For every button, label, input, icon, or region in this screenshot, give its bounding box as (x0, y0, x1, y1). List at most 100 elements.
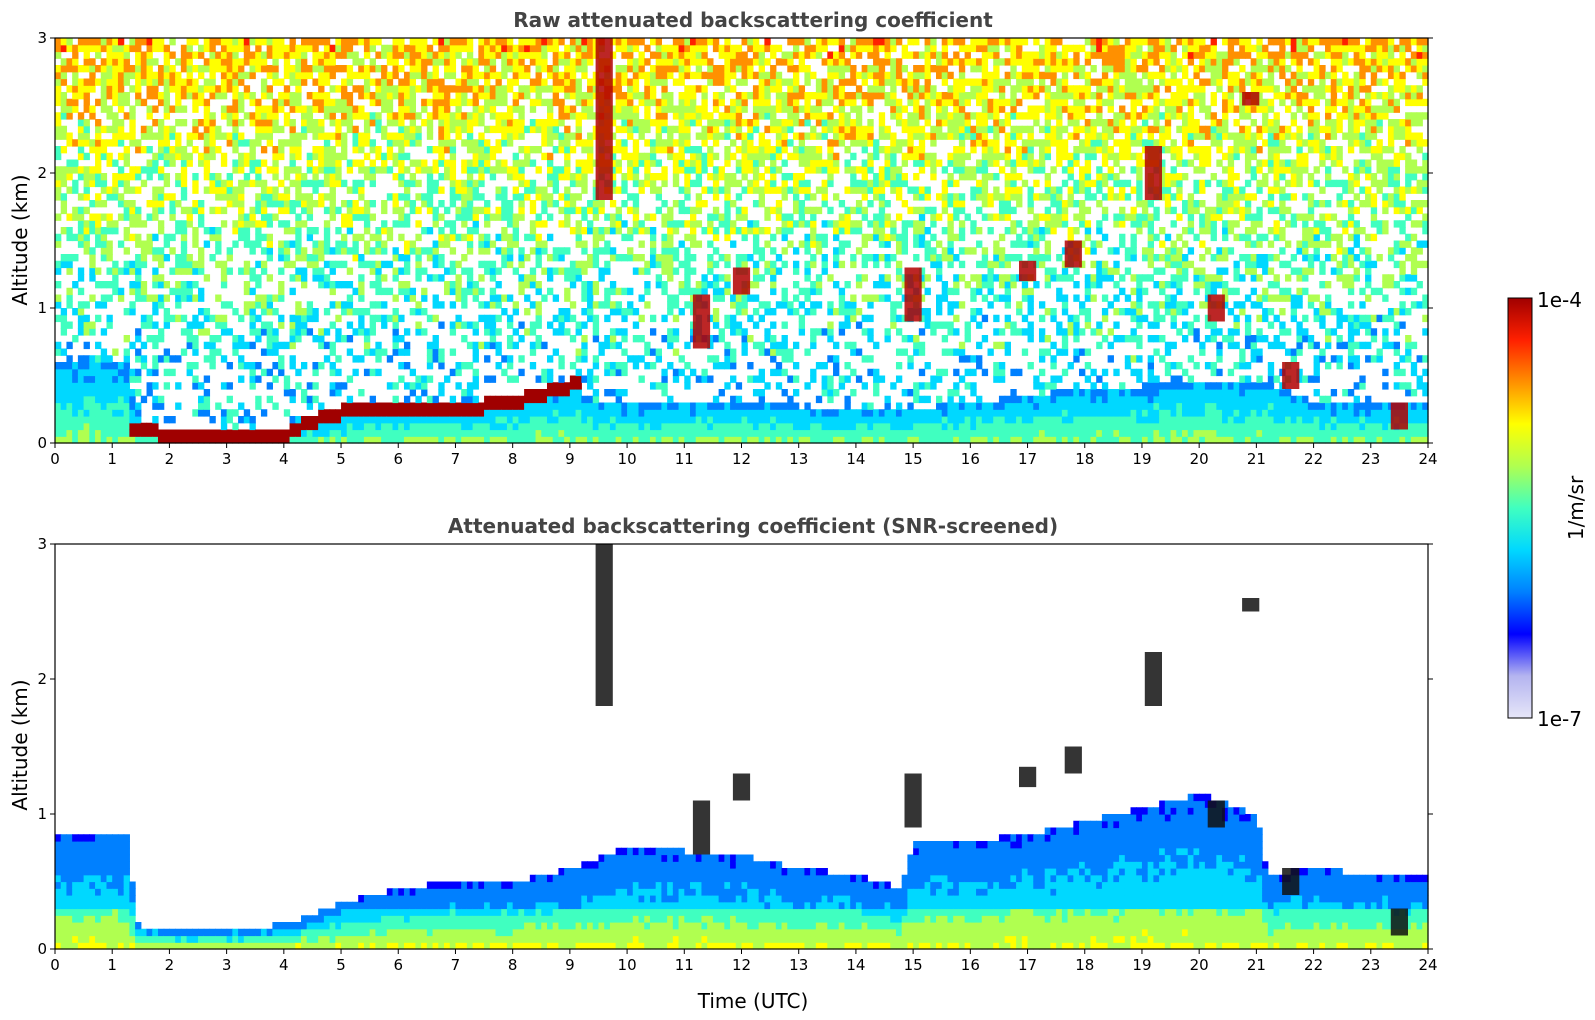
heatmap-cell (449, 368, 457, 377)
heatmap-cell (438, 402, 445, 410)
heatmap-cell (112, 368, 119, 377)
heatmap-cell (758, 105, 765, 113)
heatmap-cell (529, 85, 537, 93)
heatmap-cell (175, 402, 182, 410)
heatmap-cell (609, 389, 617, 397)
heatmap-cell (117, 139, 125, 147)
heatmap-cell (472, 395, 479, 404)
heatmap-cell (798, 146, 806, 154)
heatmap-cell (770, 206, 777, 215)
heatmap-cell (363, 78, 371, 86)
heatmap-cell (83, 240, 90, 248)
heatmap-cell (833, 132, 840, 140)
heatmap-cell (209, 206, 216, 215)
heatmap-cell (770, 159, 777, 167)
heatmap-cell (89, 294, 96, 302)
heatmap-cell (232, 112, 239, 120)
heatmap-cell (581, 44, 588, 53)
heatmap-cell (180, 287, 188, 296)
heatmap-cell (770, 85, 777, 93)
heatmap-cell (192, 179, 199, 188)
heatmap-cell (661, 267, 668, 275)
heatmap-cell (106, 321, 113, 329)
heatmap-cell (386, 71, 394, 80)
heatmap-cell (575, 240, 582, 248)
heatmap-cell (815, 274, 823, 282)
heatmap-cell (592, 395, 600, 404)
heatmap-cell (335, 44, 342, 53)
heatmap-cell (792, 132, 800, 140)
heatmap-cell (827, 78, 834, 86)
heatmap-cell (466, 395, 474, 404)
heatmap-cell (55, 395, 62, 404)
heatmap-cell (318, 119, 325, 127)
heatmap-cell (403, 395, 411, 404)
heatmap-cell (558, 267, 565, 275)
heatmap-cell (781, 220, 788, 228)
heatmap-cell (157, 281, 165, 289)
heatmap-cell (621, 51, 628, 59)
heatmap-cell (278, 429, 285, 437)
heatmap-cell (672, 402, 680, 410)
heatmap-cell (506, 139, 514, 147)
heatmap-cell (100, 92, 108, 100)
heatmap-cell (489, 274, 497, 282)
heatmap-cell (398, 166, 405, 174)
heatmap-cell (718, 112, 725, 120)
heatmap-cell (775, 200, 783, 208)
heatmap-cell (455, 92, 462, 100)
heatmap-cell (752, 146, 760, 154)
heatmap-cell (352, 51, 359, 59)
heatmap-cell (89, 105, 96, 113)
heatmap-cell (575, 436, 582, 444)
heatmap-cell (295, 422, 302, 431)
heatmap-cell (175, 314, 182, 323)
heatmap-cell (77, 233, 85, 242)
heatmap-cell (546, 233, 554, 242)
heatmap-cell (415, 71, 422, 80)
heatmap-cell (426, 341, 434, 350)
heatmap-cell (461, 85, 468, 93)
heatmap-cell (644, 429, 651, 437)
heatmap-cell (649, 382, 657, 390)
heatmap-cell (512, 267, 519, 275)
heatmap-cell (484, 200, 491, 208)
heatmap-cell (478, 301, 485, 309)
heatmap-cell (627, 92, 634, 100)
heatmap-cell (461, 220, 468, 228)
heatmap-cell (804, 159, 811, 167)
heatmap-cell (220, 301, 228, 309)
heatmap-cell (609, 247, 617, 255)
heatmap-cell (146, 78, 153, 86)
heatmap-cell (72, 254, 79, 262)
heatmap-cell (810, 254, 817, 262)
heatmap-cell (409, 98, 417, 107)
heatmap-cell (529, 402, 537, 410)
heatmap-cell (587, 132, 594, 140)
heatmap-cell (587, 436, 594, 444)
heatmap-cell (546, 139, 554, 147)
heatmap-cell (552, 71, 560, 80)
heatmap-cell (215, 125, 222, 134)
heatmap-cell (341, 51, 348, 59)
heatmap-cell (352, 206, 359, 215)
heatmap-cell (770, 281, 777, 289)
heatmap-cell (432, 98, 439, 107)
heatmap-cell (386, 409, 394, 417)
heatmap-cell (60, 193, 68, 201)
heatmap-cell (724, 71, 731, 80)
heatmap-cell (180, 51, 188, 59)
heatmap-cell (552, 267, 560, 275)
heatmap-cell (775, 58, 783, 66)
heatmap-cell (66, 422, 73, 431)
heatmap-cell (249, 321, 256, 329)
heatmap-cell (426, 78, 434, 86)
heatmap-cell (55, 119, 62, 127)
heatmap-cell (203, 132, 211, 140)
heatmap-cell (415, 139, 422, 147)
heatmap-cell (461, 409, 468, 417)
heatmap-cell (438, 409, 445, 417)
heatmap-cell (752, 227, 760, 235)
heatmap-cell (730, 125, 737, 134)
heatmap-cell (358, 314, 365, 323)
